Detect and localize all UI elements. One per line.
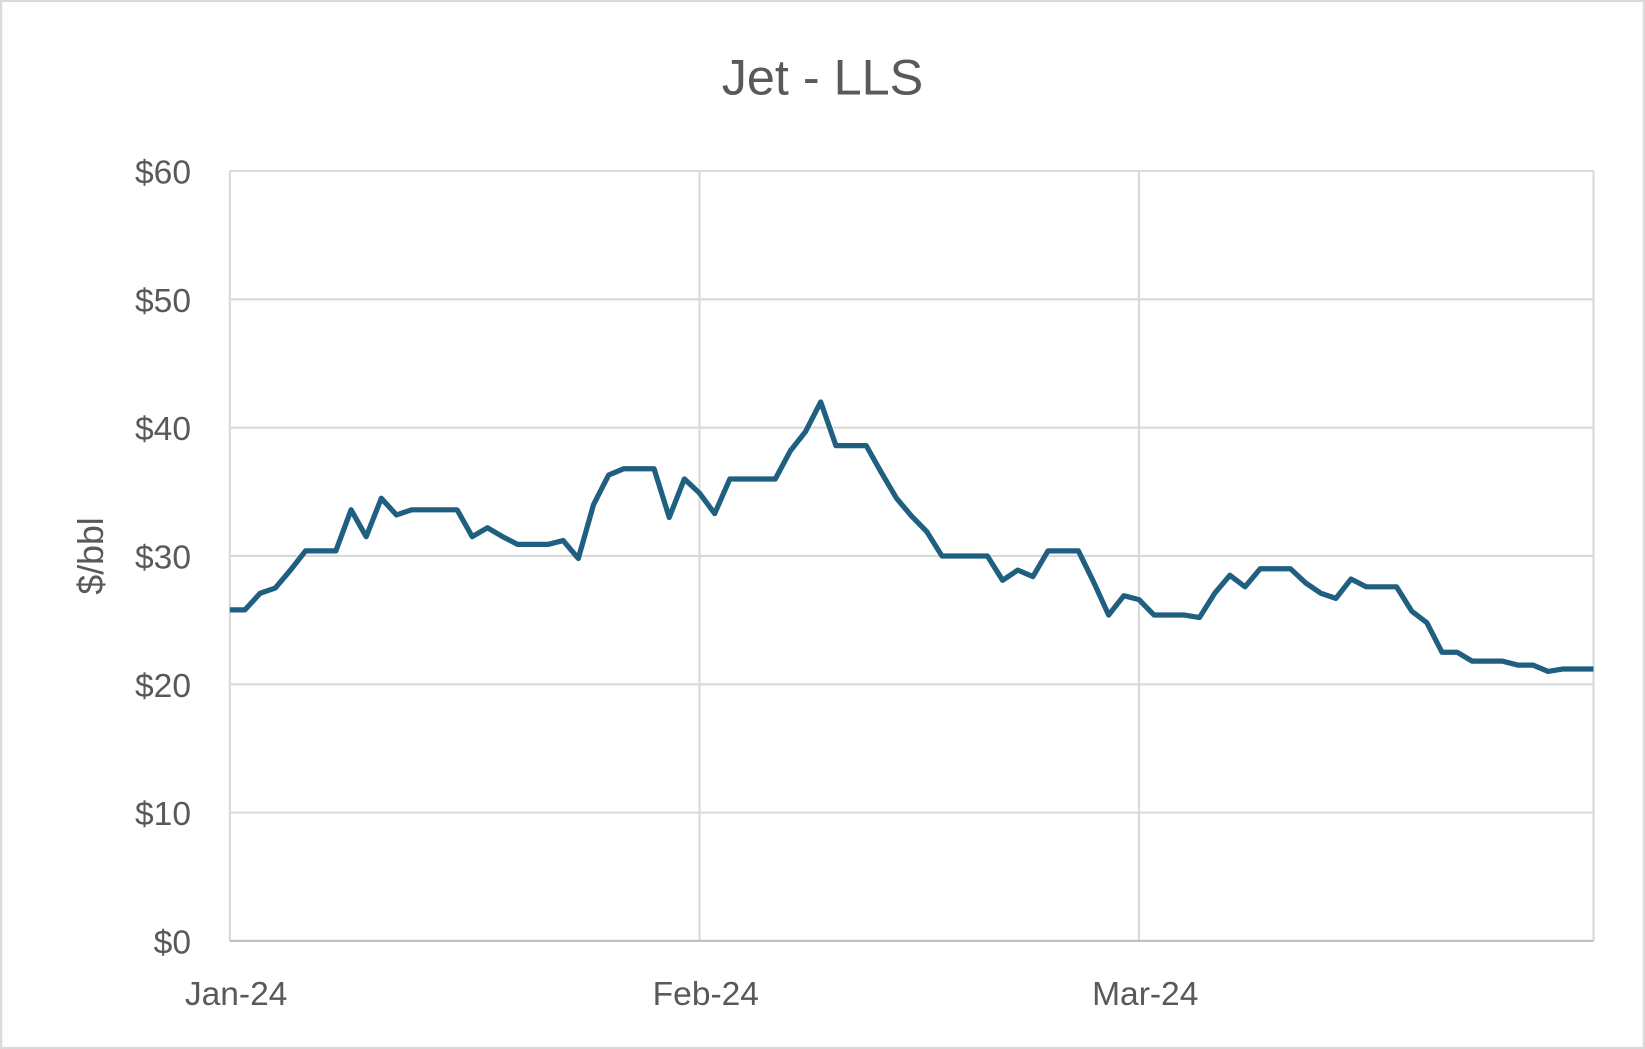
- chart-title: Jet - LLS: [722, 48, 923, 105]
- y-tick-label: $40: [135, 411, 191, 448]
- y-axis-ticks: $0 $10 $20 $30 $40 $50 $60: [135, 155, 191, 962]
- gridlines: [228, 169, 1595, 943]
- y-tick-label: $20: [135, 668, 191, 705]
- y-tick-label: $30: [135, 540, 191, 577]
- y-tick-label: $10: [135, 796, 191, 833]
- series: [229, 399, 1594, 675]
- y-axis-label: $/bbl: [71, 517, 111, 594]
- x-tick-label: Jan-24: [185, 976, 288, 1013]
- y-tick-label: $50: [135, 283, 191, 320]
- x-tick-label: Feb-24: [653, 976, 759, 1013]
- x-tick-label: Mar-24: [1092, 976, 1198, 1013]
- y-tick-label: $0: [154, 925, 191, 962]
- series-line: [229, 399, 1594, 675]
- x-axis-ticks: Jan-24 Feb-24 Mar-24: [185, 976, 1199, 1013]
- y-tick-label: $60: [135, 155, 191, 192]
